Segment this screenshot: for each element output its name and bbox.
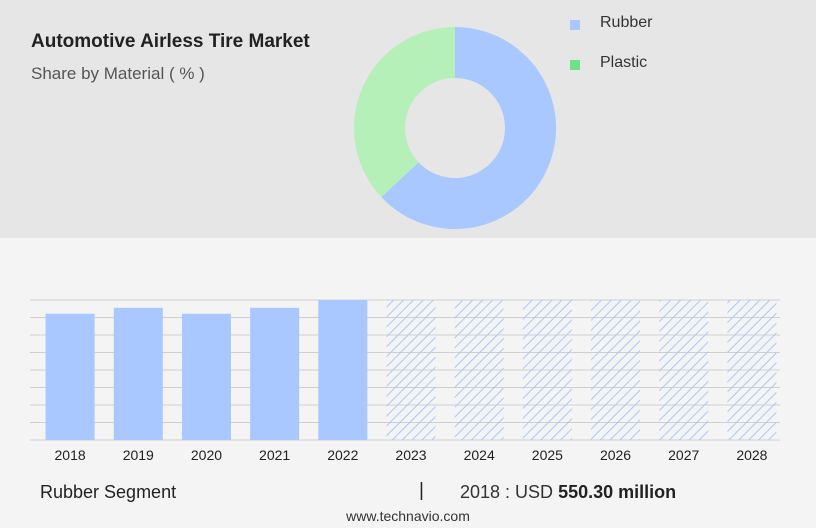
footer-segment-label: Rubber Segment — [40, 482, 177, 502]
bar-2018 — [45, 313, 95, 440]
chart-title: Automotive Airless Tire Market — [31, 31, 310, 52]
x-tick-label-2022: 2022 — [327, 447, 358, 463]
legend-swatch-plastic — [570, 60, 580, 70]
footer-value: 2018 : USD 550.30 million — [460, 482, 676, 503]
x-tick-label-2024: 2024 — [464, 447, 495, 463]
bar-2020 — [181, 313, 231, 440]
footer-divider: | — [419, 480, 424, 501]
x-tick-label-2025: 2025 — [532, 447, 563, 463]
legend-swatch-rubber — [570, 20, 580, 30]
x-tick-label-2020: 2020 — [191, 447, 222, 463]
bar-chart: 2018 2019 2020 2021 2022 2023 2024 2025 2026 2027… — [30, 299, 780, 463]
x-tick-label-2027: 2027 — [668, 447, 699, 463]
forecast-bar-2028 — [727, 300, 777, 440]
bar-2022 — [318, 300, 368, 440]
donut-slice-rubber — [381, 27, 556, 229]
bar-2019 — [113, 307, 163, 440]
x-tick-label-2028: 2028 — [736, 447, 767, 463]
donut-slice-plastic — [354, 27, 455, 198]
x-tick-label-2018: 2018 — [55, 447, 86, 463]
bar-2021 — [250, 307, 300, 440]
forecast-bar-2025 — [522, 300, 572, 440]
forecast-bar-2027 — [659, 300, 709, 440]
forecast-bar-2023 — [386, 300, 436, 440]
x-tick-label-2019: 2019 — [123, 447, 154, 463]
x-tick-label-2026: 2026 — [600, 447, 631, 463]
chart-subtitle: Share by Material ( % ) — [31, 64, 205, 83]
x-tick-label-2021: 2021 — [259, 447, 290, 463]
footer-value-amount: 550.30 million — [558, 482, 677, 502]
source-link[interactable]: www.technavio.com — [346, 508, 470, 524]
x-tick-label-2023: 2023 — [395, 447, 426, 463]
legend-label-rubber: Rubber — [600, 14, 653, 31]
legend-label-plastic: Plastic — [600, 54, 648, 71]
forecast-bar-2026 — [591, 300, 641, 440]
footer-value-prefix: 2018 : USD — [460, 482, 554, 502]
donut-chart — [354, 27, 556, 229]
forecast-bar-2024 — [454, 300, 504, 440]
